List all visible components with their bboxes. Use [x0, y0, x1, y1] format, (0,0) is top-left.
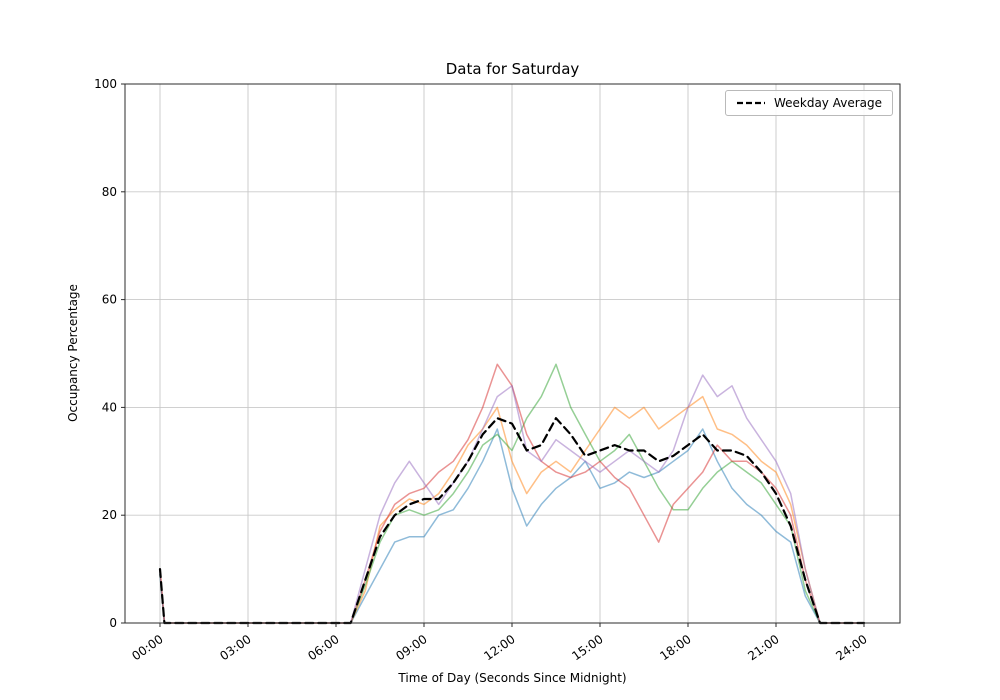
- legend: Weekday Average: [724, 90, 893, 116]
- y-tick-label: 60: [102, 293, 117, 307]
- axes-spines: [124, 83, 901, 624]
- x-tick-label: 15:00: [569, 632, 605, 663]
- chart-title: Data for Saturday: [445, 60, 580, 78]
- x-tick-label: 24:00: [833, 632, 869, 663]
- y-tick-label: 80: [102, 185, 117, 199]
- x-tick-label: 21:00: [745, 632, 781, 663]
- x-tick-label: 09:00: [393, 632, 429, 663]
- dashed-line-icon: [736, 101, 765, 105]
- x-axis-label: Time of Day (Seconds Since Midnight): [398, 671, 627, 685]
- x-tick-label: 03:00: [217, 632, 253, 663]
- y-tick-label: 40: [102, 400, 117, 414]
- x-tick-label: 00:00: [129, 632, 165, 663]
- x-tick-label: 06:00: [305, 632, 341, 663]
- x-tick-label: 12:00: [481, 632, 517, 663]
- y-tick-label: 20: [102, 508, 117, 522]
- y-tick-label: 0: [109, 616, 117, 630]
- x-tick-label: 18:00: [657, 632, 693, 663]
- y-tick-label: 100: [94, 77, 117, 91]
- series-line-weekday-average: [158, 417, 866, 625]
- legend-label: Weekday Average: [773, 96, 882, 110]
